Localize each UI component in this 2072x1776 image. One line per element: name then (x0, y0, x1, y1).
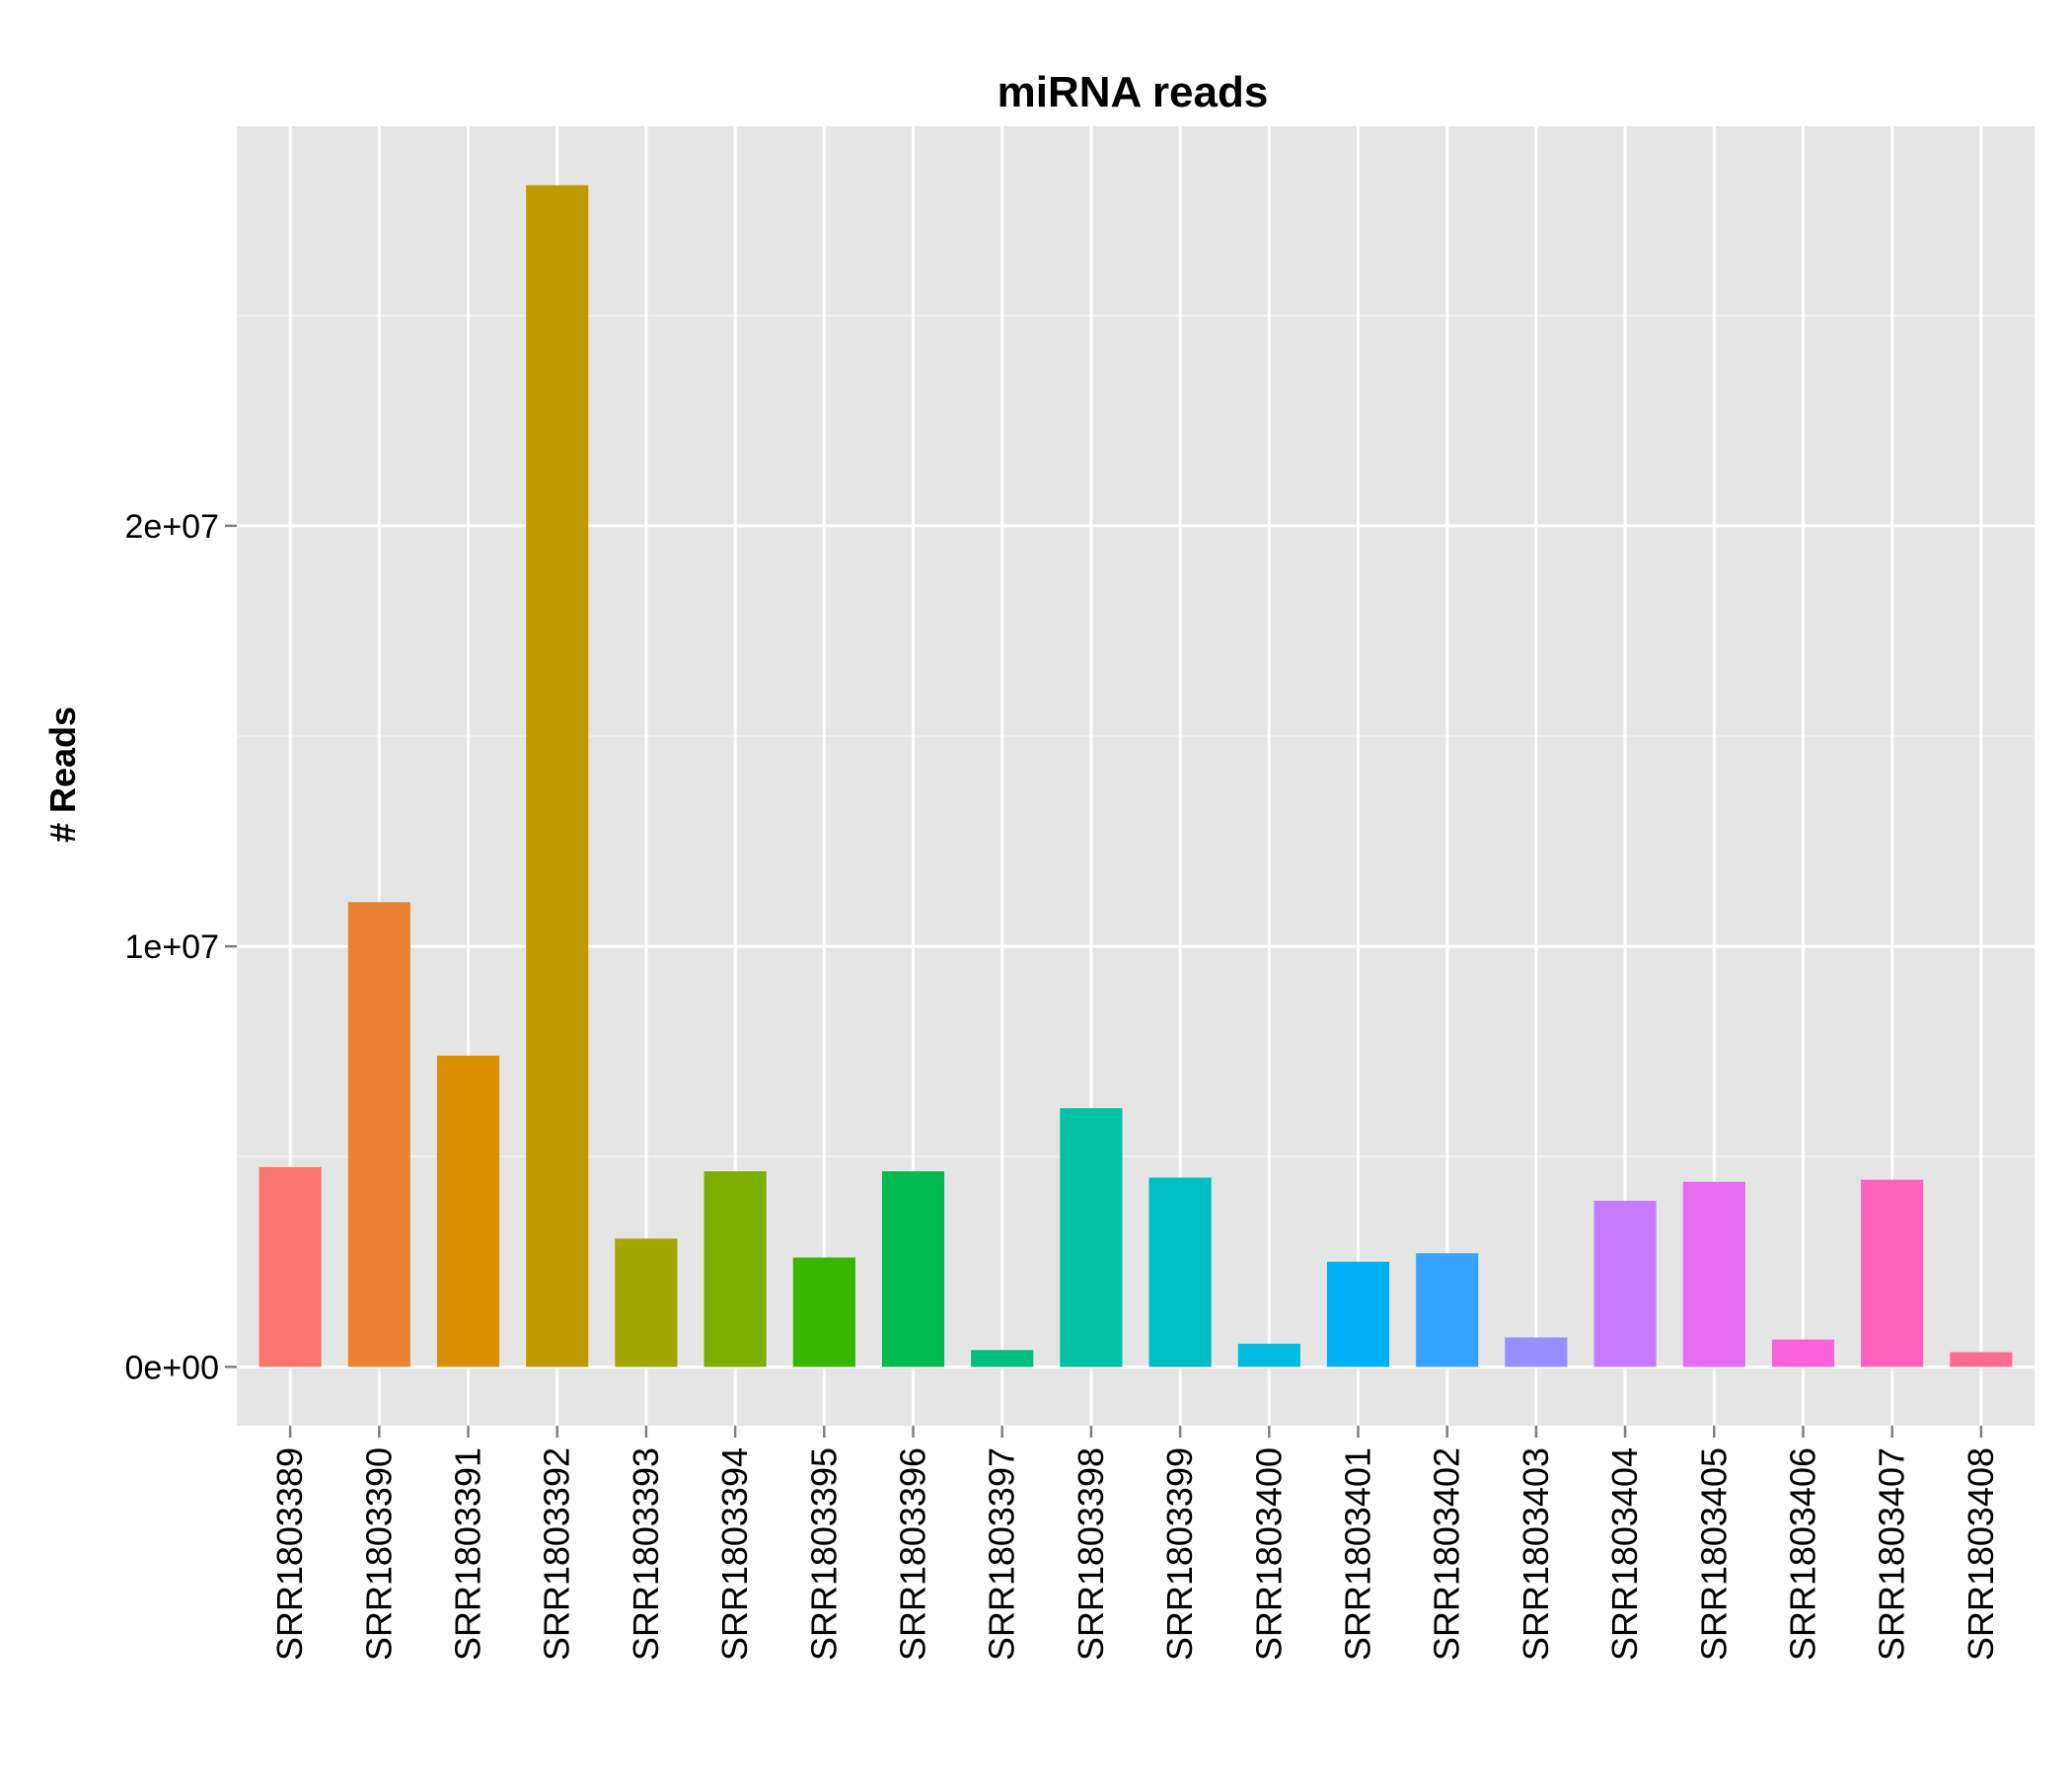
x-tick-label: SRR1803401 (1337, 1447, 1377, 1661)
x-tick-label: SRR1803405 (1693, 1447, 1734, 1661)
x-tick-label: SRR1803408 (1961, 1447, 2001, 1661)
y-tick-label: 2e+07 (125, 508, 220, 546)
bar-SRR1803392 (526, 185, 589, 1368)
bar-SRR1803394 (703, 1171, 767, 1368)
x-tick-label: SRR1803398 (1071, 1447, 1111, 1661)
x-tick-label: SRR1803395 (803, 1447, 844, 1661)
bar-SRR1803389 (259, 1166, 322, 1368)
x-tick-label: SRR1803393 (626, 1447, 666, 1661)
bar-SRR1803405 (1682, 1181, 1745, 1368)
bar-SRR1803399 (1148, 1177, 1212, 1368)
x-tick-label: SRR1803407 (1872, 1447, 1912, 1661)
bars (259, 185, 2013, 1368)
x-tick-label: SRR1803403 (1516, 1447, 1556, 1661)
y-tick-label: 1e+07 (125, 928, 220, 966)
x-tick-label: SRR1803396 (893, 1447, 933, 1661)
x-tick-label: SRR1803392 (537, 1447, 577, 1661)
bar-SRR1803393 (615, 1238, 678, 1368)
y-tick-label: 0e+00 (125, 1349, 220, 1386)
x-tick-label: SRR1803394 (714, 1447, 755, 1661)
x-tick-label: SRR1803400 (1248, 1447, 1289, 1661)
bar-SRR1803403 (1505, 1337, 1568, 1368)
bar-SRR1803391 (436, 1055, 500, 1368)
bar-SRR1803398 (1060, 1108, 1123, 1368)
x-tick-label: SRR1803402 (1427, 1447, 1467, 1661)
y-axis: 0e+00 1e+07 2e+07 (125, 508, 237, 1386)
y-axis-label: # Reads (42, 706, 83, 843)
x-tick-label: SRR1803389 (269, 1447, 310, 1661)
x-tick-label: SRR1803397 (982, 1447, 1022, 1661)
bar-SRR1803407 (1861, 1179, 1924, 1368)
bar-SRR1803406 (1771, 1339, 1835, 1368)
x-axis: SRR1803389 SRR1803390 SRR1803391 SRR1803392… (269, 1426, 2001, 1661)
bar-SRR1803396 (881, 1171, 945, 1368)
bar-SRR1803401 (1326, 1261, 1390, 1368)
plot-panel (237, 126, 2035, 1426)
x-tick-label: SRR1803391 (448, 1447, 488, 1661)
x-tick-label: SRR1803406 (1782, 1447, 1822, 1661)
bar-SRR1803400 (1237, 1343, 1300, 1368)
chart-title: miRNA reads (998, 68, 1269, 116)
bar-SRR1803404 (1593, 1200, 1657, 1368)
bar-SRR1803390 (347, 902, 410, 1368)
bar-SRR1803395 (792, 1257, 855, 1368)
bar-SRR1803408 (1950, 1352, 2013, 1368)
bar-SRR1803402 (1416, 1253, 1479, 1368)
bar-SRR1803397 (971, 1350, 1034, 1368)
x-tick-label: SRR1803390 (358, 1447, 399, 1661)
x-tick-label: SRR1803399 (1159, 1447, 1200, 1661)
x-tick-label: SRR1803404 (1604, 1447, 1645, 1661)
